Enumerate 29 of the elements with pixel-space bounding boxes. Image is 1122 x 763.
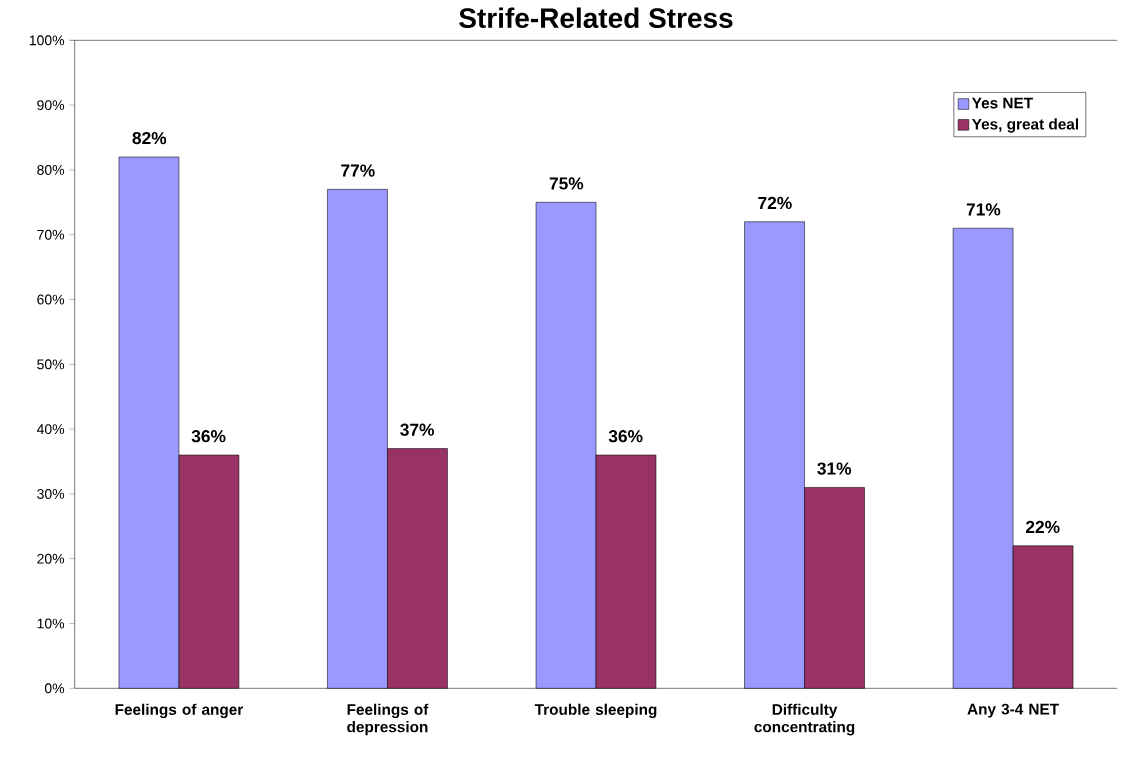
y-tick-label: 20% xyxy=(37,553,65,564)
data-label: 36% xyxy=(608,430,643,443)
y-tick-label: 50% xyxy=(37,359,65,370)
x-tick-label: Trouble sleeping xyxy=(534,703,657,719)
data-label: 22% xyxy=(1025,520,1060,534)
y-tick-label: 10% xyxy=(37,618,65,629)
data-label: 72% xyxy=(758,196,792,210)
y-tick-label: 100% xyxy=(29,35,65,46)
data-label: 36% xyxy=(191,430,226,443)
data-label: 31% xyxy=(817,462,852,475)
y-tick-label: 0% xyxy=(44,683,65,694)
x-tick-label: Feelings of anger xyxy=(115,703,244,719)
legend-label: Yes NET xyxy=(972,97,1033,109)
y-tick-label: 80% xyxy=(37,164,65,175)
data-label: 71% xyxy=(966,203,1001,216)
y-tick-label: 90% xyxy=(37,100,65,111)
data-label: 37% xyxy=(400,423,434,436)
chart-title: Strife-Related Stress xyxy=(459,7,733,29)
y-tick-label: 70% xyxy=(37,229,65,240)
y-tick-label: 60% xyxy=(37,294,65,305)
x-tick-label: Feelings of depression xyxy=(347,703,429,736)
y-tick-label: 30% xyxy=(37,488,65,499)
x-tick-label: Difficulty concentrating xyxy=(754,703,855,736)
legend-label: Yes, great deal xyxy=(972,118,1079,133)
data-label: 82% xyxy=(132,131,167,145)
y-tick-label: 40% xyxy=(36,424,65,435)
x-tick-label: Any 3-4 NET xyxy=(967,703,1059,718)
data-label: 77% xyxy=(341,164,375,177)
data-label: 75% xyxy=(549,177,584,190)
